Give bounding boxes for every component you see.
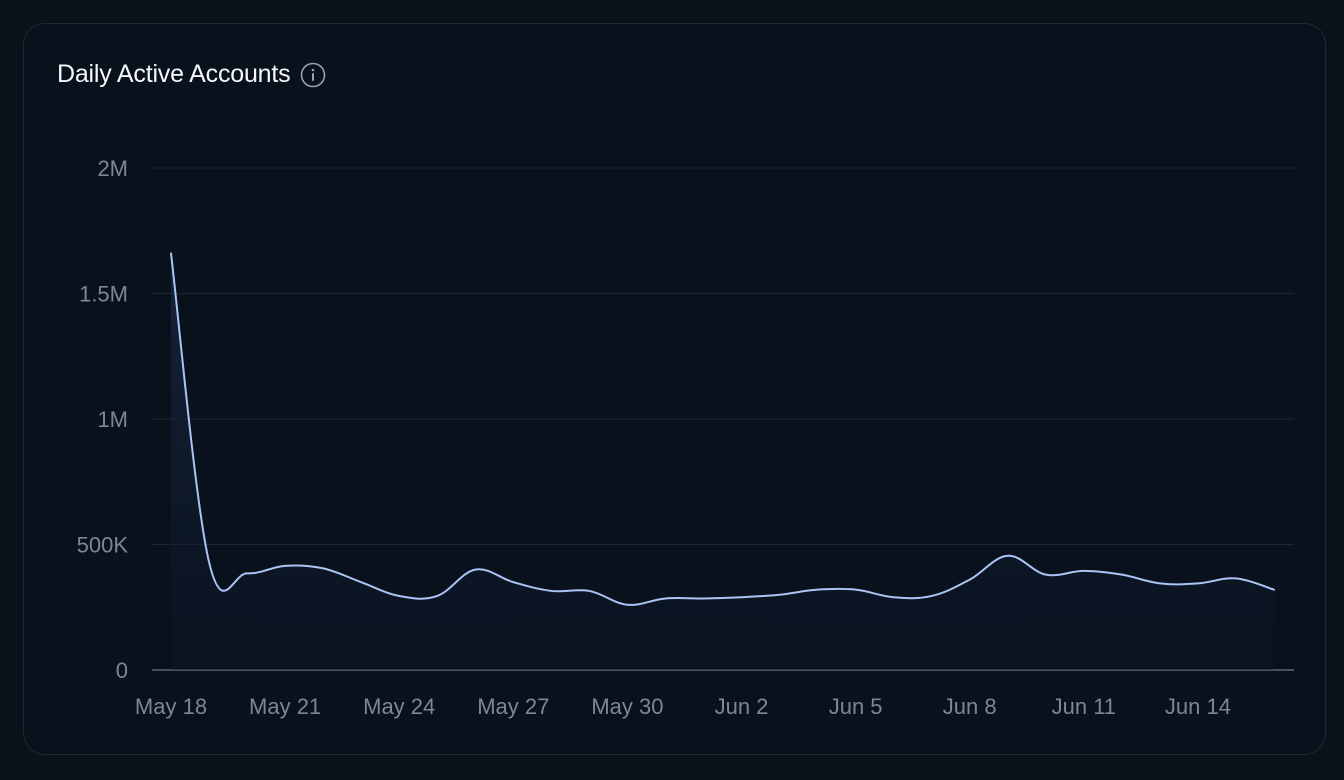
- y-tick-label: 1.5M: [79, 282, 128, 307]
- x-tick-label: May 24: [363, 694, 435, 719]
- x-tick-label: Jun 5: [829, 694, 883, 719]
- series-line: [170, 252, 1275, 606]
- line-layer: [170, 252, 1275, 606]
- x-tick-label: May 21: [249, 694, 321, 719]
- x-tick-label: Jun 2: [715, 694, 769, 719]
- y-tick-label: 0: [116, 658, 128, 683]
- x-tick-label: May 30: [591, 694, 663, 719]
- chart-title: Daily Active Accounts: [57, 60, 291, 88]
- x-tick-label: May 27: [477, 694, 549, 719]
- y-tick-label: 2M: [97, 156, 128, 181]
- y-tick-label: 500K: [77, 533, 129, 558]
- area-fill: [171, 253, 1274, 670]
- x-tick-label: May 18: [135, 694, 207, 719]
- y-axis-labels: 0 500K 1M 1.5M 2M: [77, 156, 129, 683]
- chart-header: Daily Active Accounts: [57, 60, 326, 89]
- area-layer: [171, 253, 1274, 670]
- info-circle-icon[interactable]: [300, 62, 326, 88]
- x-tick-label: Jun 11: [1052, 694, 1116, 719]
- x-axis-labels: May 18 May 21 May 24 May 27 May 30 Jun 2 Jun 5…: [135, 694, 1231, 719]
- y-tick-label: 1M: [97, 407, 128, 432]
- x-tick-label: Jun 8: [943, 694, 997, 719]
- x-tick-label: Jun 14: [1165, 694, 1231, 719]
